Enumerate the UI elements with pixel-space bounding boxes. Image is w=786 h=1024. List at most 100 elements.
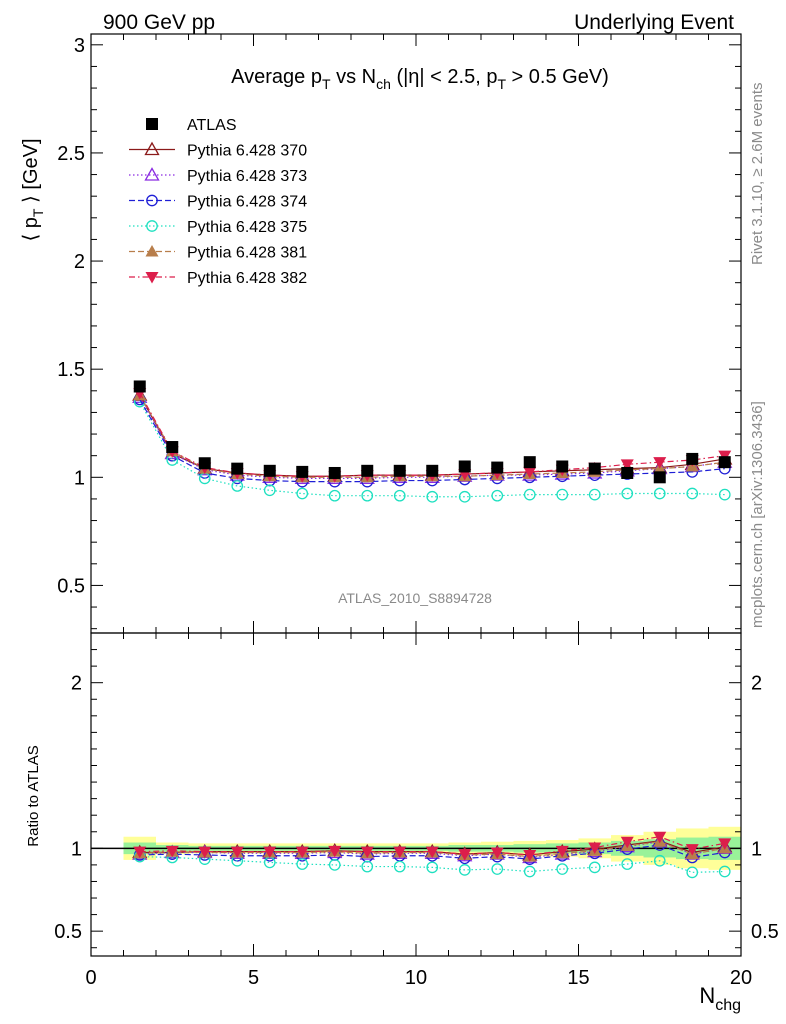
ratio-plot-frame	[90, 632, 742, 957]
main-y-tick-label: 3	[74, 35, 85, 57]
legend-label: Pythia 6.428 381	[187, 245, 307, 262]
ratio-y-tick-label-right: 1	[751, 838, 762, 860]
data-point	[491, 489, 504, 502]
main-series-375	[133, 395, 731, 503]
data-point	[166, 441, 179, 454]
ratio-point	[328, 845, 342, 858]
data-point	[718, 456, 731, 469]
ratio-point	[458, 864, 471, 876]
ratio-point	[718, 838, 732, 850]
legend-marker	[146, 118, 158, 130]
data-point	[133, 380, 146, 393]
rivet-version-label: Rivet 3.1.10, ≥ 2.6M events	[749, 83, 766, 266]
series-line	[139, 401, 725, 498]
data-point	[393, 464, 406, 477]
ratio-y-tick-label-right: 0.5	[751, 921, 779, 943]
ratio-point	[360, 846, 374, 859]
legend-marker	[144, 141, 160, 156]
x-tick-label: 0	[85, 967, 96, 989]
data-point	[653, 471, 666, 484]
ratio-point	[653, 854, 666, 867]
data-point	[588, 462, 601, 475]
ratio-y-tick-label: 1	[71, 838, 82, 860]
data-point	[231, 462, 244, 475]
legend-item: Pythia 6.428 370	[129, 141, 307, 160]
data-point	[296, 487, 309, 500]
legend-label: ATLAS	[187, 117, 237, 134]
legend-marker	[146, 220, 158, 232]
ratio-series-382	[133, 831, 732, 862]
data-point	[621, 466, 634, 479]
x-axis-label: Nchg​	[699, 983, 741, 1014]
main-y-axis-label: ⟨ pT​ ⟩ [GeV]	[20, 138, 46, 241]
main-y-tick-label: 2.5	[57, 143, 85, 165]
ratio-point	[295, 846, 309, 859]
ratio-point	[523, 849, 537, 862]
ratio-point	[685, 844, 699, 856]
data-point	[458, 460, 471, 473]
ratio-point	[263, 846, 277, 859]
legend-label: Pythia 6.428 382	[187, 270, 307, 287]
ratio-point	[621, 858, 634, 870]
ratio-point	[425, 846, 439, 859]
event-type-label: Underlying Event	[574, 11, 734, 34]
ratio-y-tick-label-right: 2	[751, 673, 762, 695]
main-plot-title: Average pT​ vs Nch​ (|η| < 2.5, pT​ > 0.…	[231, 66, 609, 92]
legend-marker	[146, 194, 158, 207]
data-point	[523, 466, 537, 479]
data-point	[620, 459, 634, 471]
data-point	[458, 490, 471, 503]
energy-label: 900 GeV pp	[103, 11, 215, 34]
ratio-point	[165, 845, 179, 858]
series-line	[139, 392, 725, 477]
ratio-point	[393, 860, 406, 873]
main-y-tick-label: 1	[74, 467, 85, 489]
ratio-point	[653, 831, 667, 844]
ratio-point	[458, 849, 472, 861]
x-tick-label: 15	[567, 967, 589, 989]
data-point	[523, 456, 536, 469]
data-point	[393, 489, 406, 502]
ratio-point	[556, 863, 569, 875]
data-point	[653, 457, 667, 469]
data-point	[263, 484, 276, 497]
legend: ATLAS Pythia 6.428 370 Pythia 6.428 373 Pyt…	[129, 117, 307, 287]
data-point	[523, 488, 536, 501]
data-point	[361, 489, 374, 502]
ratio-point	[490, 847, 504, 859]
main-y-tick-label: 0.5	[57, 575, 85, 597]
data-point	[296, 465, 309, 478]
ratio-y-axis-label: Ratio to ATLAS	[25, 745, 42, 846]
legend-label: Pythia 6.428 373	[187, 168, 307, 185]
ratio-series-line	[139, 856, 725, 873]
ratio-point	[198, 846, 212, 859]
legend-label: Pythia 6.428 374	[187, 194, 307, 211]
mcplots-reference-label: mcplots.cern.ch [arXiv:1306.3436]	[749, 401, 766, 628]
legend-marker	[145, 272, 159, 284]
ratio-panel: 0.5 0.51 12 20 5 10 15 20	[54, 632, 779, 989]
legend-item: Pythia 6.428 382	[129, 270, 307, 287]
legend-marker	[145, 245, 159, 257]
legend-item: ATLAS	[146, 117, 237, 134]
ratio-point	[426, 861, 439, 874]
data-point	[686, 452, 699, 465]
legend-item: Pythia 6.428 381	[129, 245, 307, 262]
data-point	[426, 464, 439, 477]
data-point	[328, 489, 341, 502]
data-point	[556, 460, 569, 473]
ratio-point	[133, 846, 147, 859]
ratio-point	[523, 865, 536, 878]
ratio-y-tick-label: 2	[71, 673, 82, 695]
data-point	[653, 487, 666, 500]
data-point	[588, 488, 601, 501]
x-tick-label: 10	[405, 967, 427, 989]
ratio-point	[296, 858, 309, 870]
ratio-point	[718, 865, 731, 878]
data-point	[231, 480, 244, 492]
data-point	[426, 490, 439, 503]
ratio-point	[620, 836, 634, 849]
main-series-atlas	[133, 380, 731, 484]
data-point	[198, 457, 211, 470]
data-point	[491, 461, 504, 474]
